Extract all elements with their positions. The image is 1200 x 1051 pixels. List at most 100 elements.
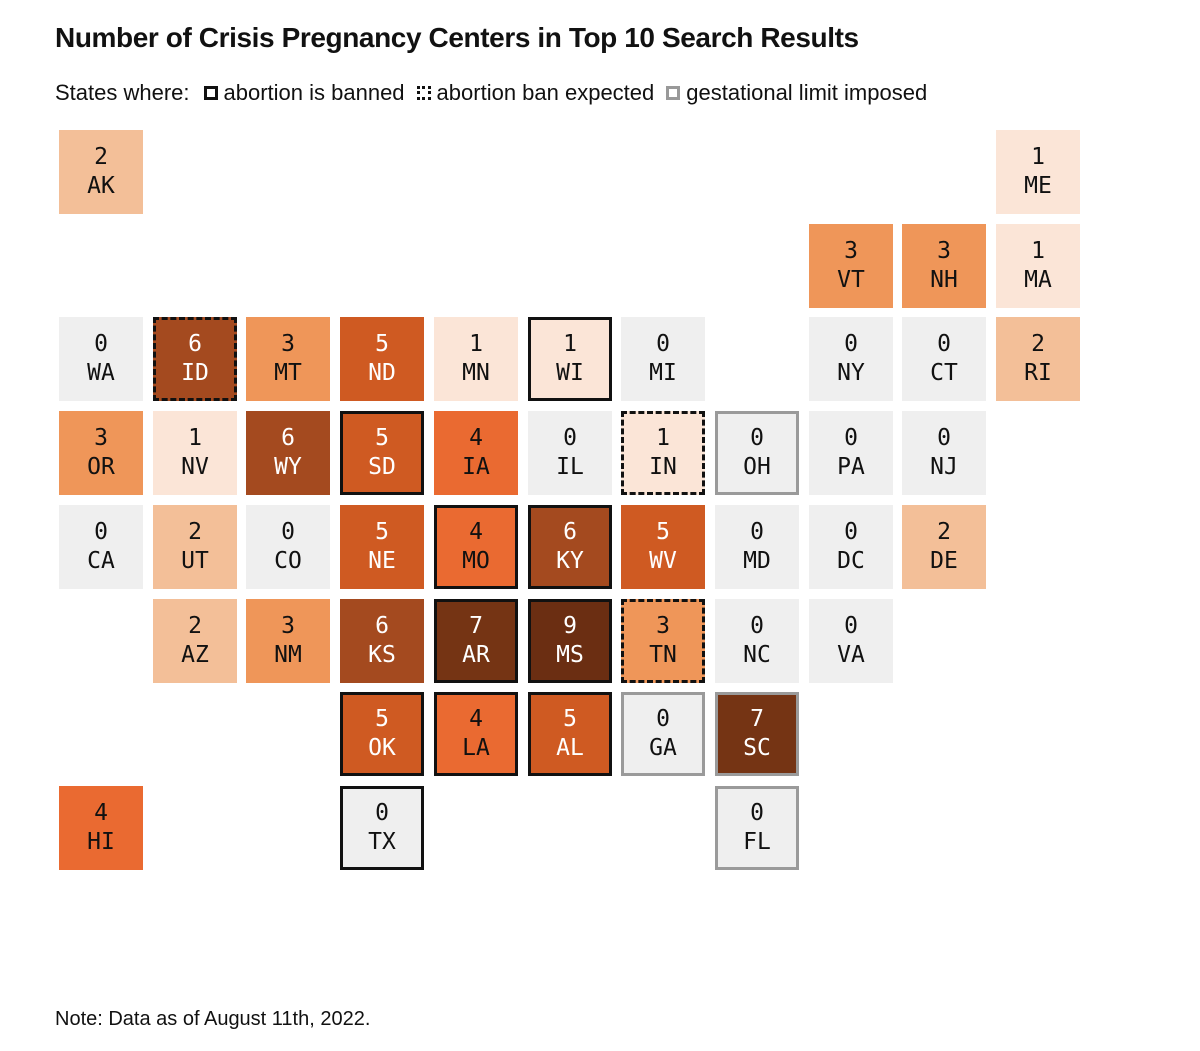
- state-tile-de: 2 DE: [902, 505, 986, 589]
- state-value: 0: [94, 331, 108, 357]
- state-value: 0: [750, 519, 764, 545]
- state-value: 7: [469, 613, 483, 639]
- state-code: OH: [743, 454, 771, 480]
- state-value: 2: [1031, 331, 1045, 357]
- state-value: 4: [469, 706, 483, 732]
- state-value: 0: [937, 425, 951, 451]
- state-tile-ri: 2 RI: [996, 317, 1080, 401]
- state-code: SD: [368, 454, 396, 480]
- state-code: NJ: [930, 454, 958, 480]
- state-value: 0: [844, 613, 858, 639]
- state-tile-md: 0 MD: [715, 505, 799, 589]
- state-value: 1: [188, 425, 202, 451]
- state-value: 3: [281, 331, 295, 357]
- state-tile-mn: 1 MN: [434, 317, 518, 401]
- state-tile-or: 3 OR: [59, 411, 143, 495]
- state-code: GA: [649, 735, 677, 761]
- state-tile-me: 1 ME: [996, 130, 1080, 214]
- state-code: CA: [87, 548, 115, 574]
- state-code: ND: [368, 360, 396, 386]
- state-value: 6: [188, 331, 202, 357]
- state-code: OR: [87, 454, 115, 480]
- state-value: 5: [656, 519, 670, 545]
- state-tile-ar: 7 AR: [434, 599, 518, 683]
- state-tile-mt: 3 MT: [246, 317, 330, 401]
- state-tile-ne: 5 NE: [340, 505, 424, 589]
- state-tile-ak: 2 AK: [59, 130, 143, 214]
- state-tile-tn: 3 TN: [621, 599, 705, 683]
- state-value: 0: [750, 800, 764, 826]
- state-value: 9: [563, 613, 577, 639]
- state-value: 0: [844, 519, 858, 545]
- state-code: NM: [274, 642, 302, 668]
- state-code: OK: [368, 735, 396, 761]
- legend-label-banned: abortion is banned: [223, 80, 405, 105]
- state-code: NY: [837, 360, 865, 386]
- state-code: NE: [368, 548, 396, 574]
- chart-note: Note: Data as of August 11th, 2022.: [55, 1008, 371, 1030]
- state-code: UT: [181, 548, 209, 574]
- state-value: 1: [1031, 144, 1045, 170]
- state-code: SC: [743, 735, 771, 761]
- state-code: AK: [87, 173, 115, 199]
- state-value: 5: [563, 706, 577, 732]
- state-tile-nm: 3 NM: [246, 599, 330, 683]
- state-tile-dc: 0 DC: [809, 505, 893, 589]
- state-value: 0: [656, 706, 670, 732]
- state-value: 0: [281, 519, 295, 545]
- state-code: MS: [556, 642, 584, 668]
- legend-label-expected: abortion ban expected: [436, 80, 655, 105]
- state-value: 0: [563, 425, 577, 451]
- state-value: 7: [750, 706, 764, 732]
- state-tile-ut: 2 UT: [153, 505, 237, 589]
- state-tile-tx: 0 TX: [340, 786, 424, 870]
- state-code: MN: [462, 360, 490, 386]
- state-tile-ok: 5 OK: [340, 692, 424, 776]
- state-tile-wa: 0 WA: [59, 317, 143, 401]
- state-code: LA: [462, 735, 490, 761]
- state-code: IN: [649, 454, 677, 480]
- state-value: 5: [375, 331, 389, 357]
- state-code: TX: [368, 829, 396, 855]
- state-value: 4: [94, 800, 108, 826]
- state-code: NC: [743, 642, 771, 668]
- state-code: ME: [1024, 173, 1052, 199]
- state-value: 6: [563, 519, 577, 545]
- state-value: 6: [375, 613, 389, 639]
- state-code: DC: [837, 548, 865, 574]
- state-value: 4: [469, 425, 483, 451]
- state-value: 0: [656, 331, 670, 357]
- state-value: 0: [937, 331, 951, 357]
- state-code: MA: [1024, 267, 1052, 293]
- state-tile-mi: 0 MI: [621, 317, 705, 401]
- state-tile-sc: 7 SC: [715, 692, 799, 776]
- state-value: 4: [469, 519, 483, 545]
- state-value: 6: [281, 425, 295, 451]
- state-tile-mo: 4 MO: [434, 505, 518, 589]
- state-tile-ma: 1 MA: [996, 224, 1080, 308]
- legend-swatch-limit: [666, 86, 681, 100]
- state-tile-al: 5 AL: [528, 692, 612, 776]
- state-tile-nv: 1 NV: [153, 411, 237, 495]
- state-value: 3: [937, 238, 951, 264]
- state-code: MO: [462, 548, 490, 574]
- state-tile-oh: 0 OH: [715, 411, 799, 495]
- state-tile-sd: 5 SD: [340, 411, 424, 495]
- state-value: 3: [656, 613, 670, 639]
- legend-label-limit: gestational limit imposed: [686, 80, 928, 105]
- state-code: WA: [87, 360, 115, 386]
- state-tile-hi: 4 HI: [59, 786, 143, 870]
- state-code: NV: [181, 454, 209, 480]
- state-tile-nj: 0 NJ: [902, 411, 986, 495]
- state-tile-nd: 5 ND: [340, 317, 424, 401]
- legend-prefix: States where:: [55, 80, 190, 105]
- chart-title: Number of Crisis Pregnancy Centers in To…: [55, 22, 859, 53]
- state-value: 1: [563, 331, 577, 357]
- state-tile-ks: 6 KS: [340, 599, 424, 683]
- state-tile-vt: 3 VT: [809, 224, 893, 308]
- state-code: IA: [462, 454, 490, 480]
- state-tile-az: 2 AZ: [153, 599, 237, 683]
- state-code: TN: [649, 642, 677, 668]
- state-value: 0: [94, 519, 108, 545]
- legend-item-expected: abortion ban expected: [416, 80, 655, 106]
